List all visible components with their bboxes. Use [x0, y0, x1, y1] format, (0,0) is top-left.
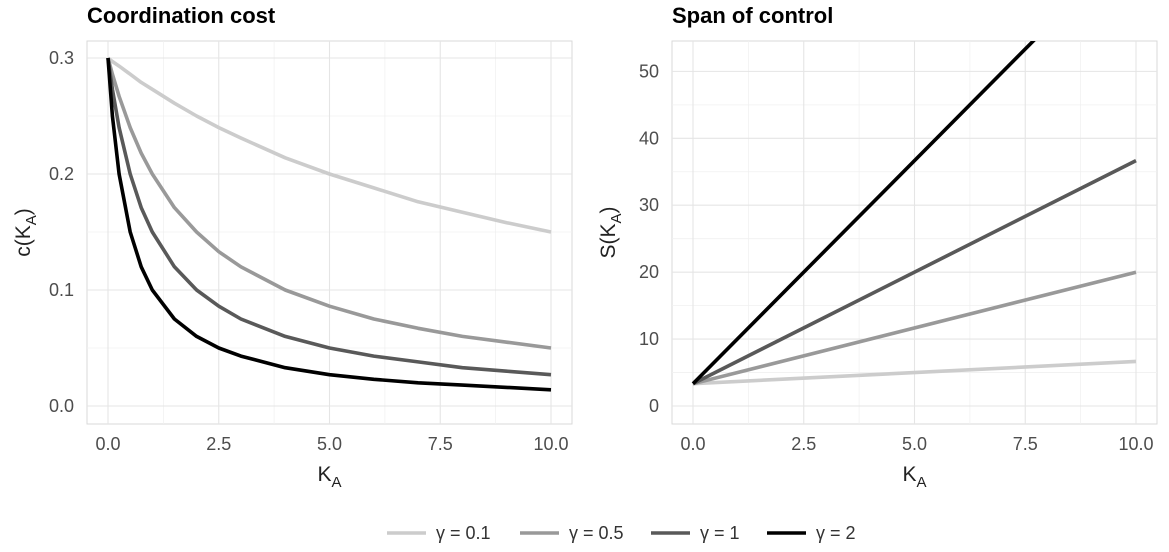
y-tick-label: 0: [649, 396, 659, 416]
y-tick-label: 50: [639, 61, 659, 81]
y-axis-label: c(KA): [12, 208, 40, 257]
y-tick-label: 20: [639, 262, 659, 282]
series-line-3: [106, 57, 552, 377]
x-tick-label: 5.0: [317, 434, 342, 454]
y-tick-label: 0.1: [49, 280, 74, 300]
series-group: [106, 56, 552, 392]
y-tick-label: 0.3: [49, 48, 74, 68]
x-tick-label: 2.5: [206, 434, 231, 454]
y-tick-label: 0.2: [49, 164, 74, 184]
x-tick-label: 0.0: [680, 434, 705, 454]
x-tick-label: 7.5: [428, 434, 453, 454]
legend-label-2: γ = 0.5: [569, 523, 624, 543]
x-tick-label: 0.0: [95, 434, 120, 454]
chart-panel-1: 0.0 2.5 5.0 7.5 10.0 0.0 0.1 0.2 0.3 Coordination…: [12, 3, 573, 491]
x-axis-label: KA: [317, 463, 341, 491]
x-tick-label: 10.0: [1118, 434, 1153, 454]
series-line-3: [692, 158, 1137, 386]
series-line-2: [692, 270, 1137, 386]
y-tick-label: 0.0: [49, 396, 74, 416]
series-line-2: [106, 57, 552, 350]
chart-panel-2: 0.0 2.5 5.0 7.5 10.0 0 10 20 30 40 50 Span of contr…: [597, 3, 1158, 491]
legend-label-3: γ = 1: [700, 523, 740, 543]
series-line-1: [692, 359, 1137, 386]
y-tick-label: 10: [639, 329, 659, 349]
x-tick-label: 10.0: [533, 434, 568, 454]
chart-title: Span of control: [672, 3, 833, 28]
x-tick-label: 7.5: [1013, 434, 1038, 454]
y-tick-label: 30: [639, 195, 659, 215]
y-axis-label: S(KA): [597, 206, 625, 258]
legend-label-4: γ = 2: [816, 523, 856, 543]
y-tick-label: 40: [639, 128, 659, 148]
legend-label-1: γ = 0.1: [436, 523, 491, 543]
x-axis-label: KA: [902, 463, 926, 491]
x-tick-label: 5.0: [902, 434, 927, 454]
chart-title: Coordination cost: [87, 3, 276, 28]
series-line-4: [106, 57, 552, 392]
series-line-4: [691, 41, 1036, 385]
legend: γ = 0.1 γ = 0.5 γ = 1 γ = 2: [387, 523, 856, 543]
series-line-1: [106, 56, 552, 234]
series-group: [691, 41, 1137, 386]
x-tick-label: 2.5: [791, 434, 816, 454]
